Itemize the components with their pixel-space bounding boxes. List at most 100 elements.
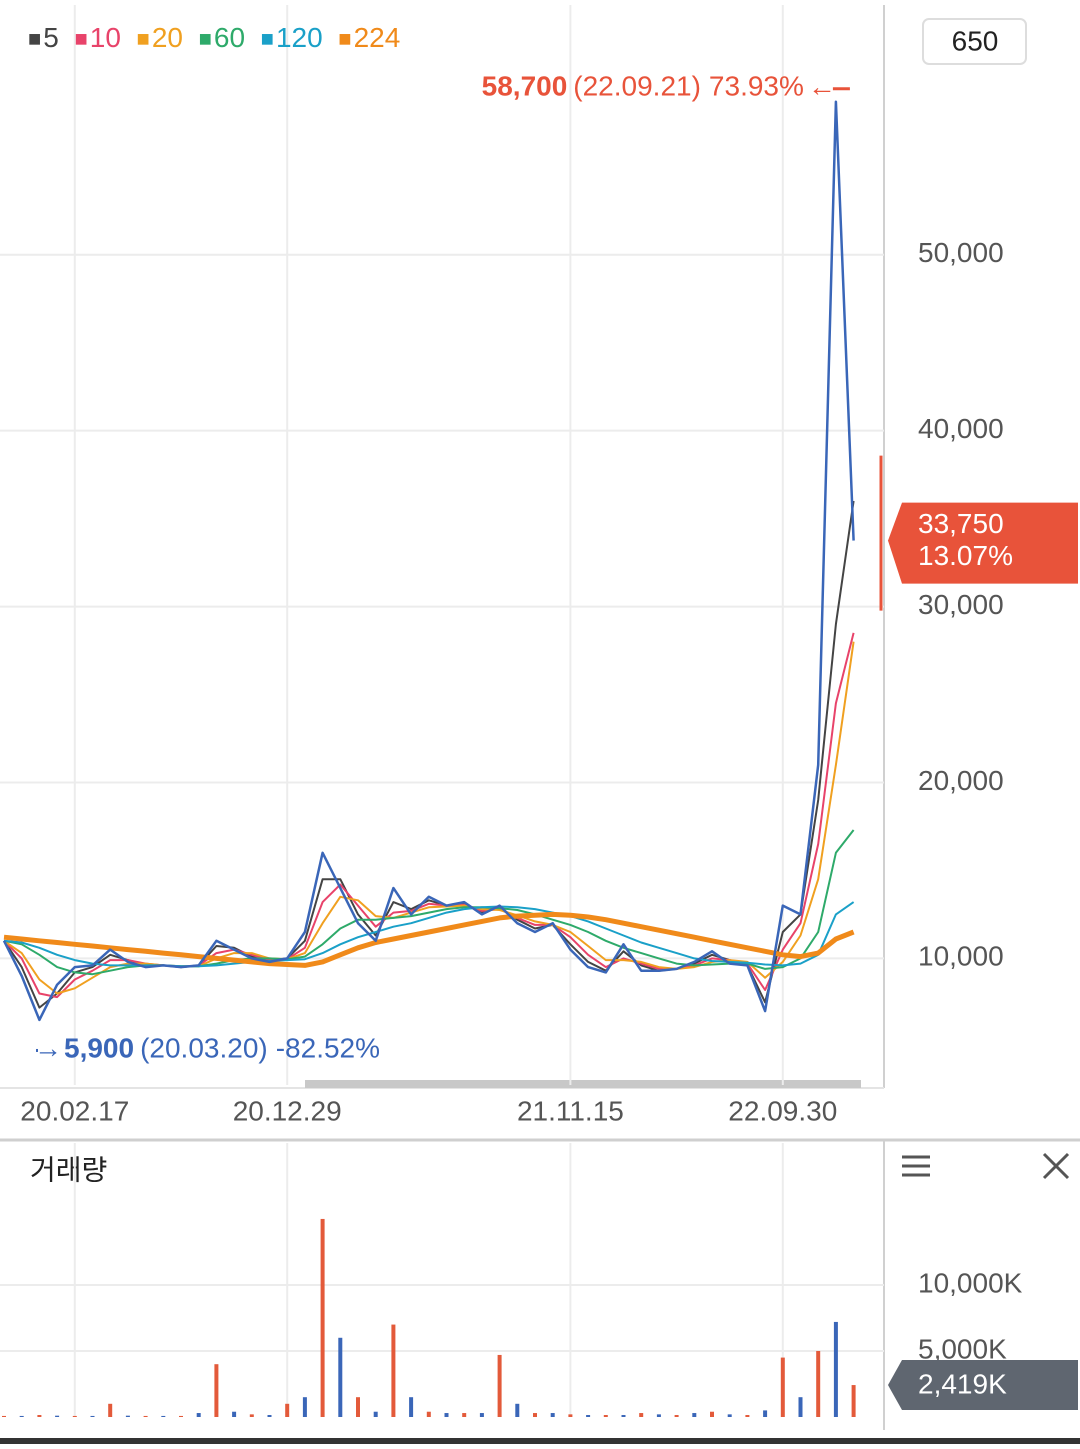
volume-bar xyxy=(409,1397,414,1417)
volume-bar xyxy=(550,1413,555,1417)
volume-bar xyxy=(302,1397,307,1417)
max-value: 58,700 xyxy=(482,71,568,102)
legend-marker: ■ xyxy=(261,26,274,51)
volume-bar xyxy=(37,1415,42,1417)
max-date: (22.09.21) xyxy=(573,71,701,102)
legend-gap xyxy=(410,22,416,53)
volume-bar xyxy=(72,1415,77,1417)
legend-marker: ■ xyxy=(137,26,150,51)
legend-marker: ■ xyxy=(338,26,351,51)
volume-bar xyxy=(232,1411,237,1417)
legend-label: 60 xyxy=(214,22,245,53)
volume-bar xyxy=(2,1415,6,1417)
legend: ■5 ■10 ■20 ■60 ■120 ■224 xyxy=(28,22,416,53)
volume-bar xyxy=(285,1403,290,1417)
volume-bar xyxy=(674,1415,679,1417)
y-tick-label: 10,000K xyxy=(918,1267,1023,1298)
ma-line xyxy=(3,911,855,968)
min-arrow: → xyxy=(34,1033,62,1064)
volume-bar xyxy=(55,1415,60,1417)
min-change: -82.52% xyxy=(276,1033,380,1064)
volume-bar xyxy=(391,1324,396,1417)
volume-bar xyxy=(586,1415,591,1417)
volume-bar xyxy=(479,1413,484,1417)
legend-marker: ■ xyxy=(74,26,87,51)
volume-bar xyxy=(621,1415,626,1417)
volume-bar xyxy=(161,1415,166,1417)
volume-bar xyxy=(462,1413,467,1417)
y-tick-label: 20,000 xyxy=(918,765,1004,796)
last-volume-tag xyxy=(888,1360,1078,1411)
volume-bar xyxy=(143,1415,148,1417)
legend-label: 120 xyxy=(276,22,323,53)
max-arrow: ← xyxy=(808,71,836,102)
y-tick-label: 30,000 xyxy=(918,589,1004,620)
min-note: →5,900 (20.03.20) -82.52% xyxy=(34,1033,380,1064)
volume-bar xyxy=(851,1385,856,1417)
volume-bar xyxy=(568,1414,573,1417)
period-box[interactable] xyxy=(922,18,1027,65)
last-price-tag xyxy=(888,502,1078,584)
last-price: 33,750 xyxy=(918,508,1004,539)
volume-bar xyxy=(833,1321,838,1417)
menu-icon[interactable] xyxy=(902,1155,930,1177)
volume-bar xyxy=(603,1415,608,1417)
max-change: 73.93% xyxy=(709,71,804,102)
volume-bar xyxy=(816,1350,821,1417)
volume-bar xyxy=(267,1415,272,1417)
volume-bar xyxy=(179,1415,183,1417)
y-tick-label: 40,000 xyxy=(918,413,1004,444)
volume-bar xyxy=(780,1357,785,1417)
min-date: (20.03.20) xyxy=(140,1033,268,1064)
volume-bar xyxy=(426,1411,431,1417)
x-tick-label: 20.02.17 xyxy=(20,1095,129,1126)
volume-bar xyxy=(727,1414,732,1417)
volume-bar xyxy=(373,1411,378,1417)
volume-bar xyxy=(515,1403,520,1417)
close-icon[interactable] xyxy=(1042,1152,1070,1180)
legend-label: 20 xyxy=(152,22,183,53)
scrollbar[interactable] xyxy=(305,1080,861,1088)
volume-bar xyxy=(338,1337,343,1417)
volume-bar xyxy=(533,1413,537,1417)
x-tick-label: 20.12.29 xyxy=(233,1095,342,1126)
y-tick-label: 50,000 xyxy=(918,237,1004,268)
volume-bar xyxy=(196,1413,201,1417)
volume-bar xyxy=(356,1397,360,1417)
volume-bar xyxy=(639,1413,644,1417)
max-note: 58,700 (22.09.21) 73.93% xyxy=(482,71,804,102)
last-volume: 2,419K xyxy=(918,1368,1007,1399)
volume-title: 거래량 xyxy=(30,1154,107,1185)
volume-bar xyxy=(763,1410,768,1417)
volume-bar xyxy=(249,1414,254,1417)
volume-bar xyxy=(710,1411,714,1417)
y-tick-label: 5,000K xyxy=(918,1333,1007,1364)
close-stroke xyxy=(1042,1152,1070,1180)
volume-bar xyxy=(214,1364,219,1417)
volume-bar xyxy=(656,1414,661,1417)
x-tick-label: 21.11.15 xyxy=(517,1095,624,1126)
x-tick-label: 22.09.30 xyxy=(728,1095,837,1126)
volume-bar xyxy=(19,1415,24,1417)
legend-label: 5 xyxy=(43,22,59,53)
price-line xyxy=(2,100,855,1022)
legend-label: 224 xyxy=(354,22,401,53)
volume-bar xyxy=(497,1354,502,1417)
legend-label: 10 xyxy=(90,22,121,53)
volume-bar xyxy=(320,1218,325,1417)
ma-line xyxy=(3,901,855,968)
volume-bar xyxy=(444,1413,449,1417)
volume-bar xyxy=(108,1403,113,1417)
bottom-bar xyxy=(0,1438,1080,1444)
min-value: 5,900 xyxy=(64,1033,134,1064)
legend-marker: ■ xyxy=(28,26,41,51)
legend-marker: ■ xyxy=(199,26,212,51)
volume-bar xyxy=(125,1415,130,1417)
volume-bar xyxy=(90,1415,95,1417)
last-change: 13.07% xyxy=(918,540,1013,571)
volume-bar xyxy=(745,1415,750,1417)
volume-bar xyxy=(692,1413,697,1417)
period-value[interactable]: 650 xyxy=(952,25,999,56)
